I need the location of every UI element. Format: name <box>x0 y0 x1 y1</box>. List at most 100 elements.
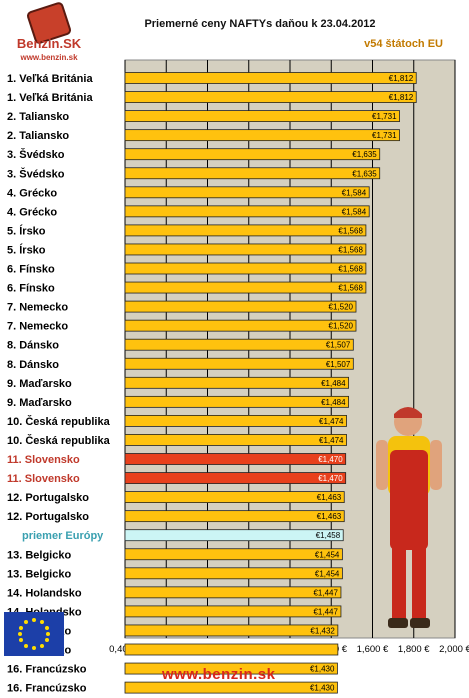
value-label: €1,568 <box>338 245 363 254</box>
category-label: 10. Česká republika <box>7 415 111 428</box>
bar <box>124 338 354 351</box>
value-label: €1,484 <box>321 379 346 388</box>
bar <box>124 319 357 332</box>
value-label: €1,474 <box>319 436 344 445</box>
bar <box>124 262 367 275</box>
category-label: 10. Česká republika <box>7 434 111 447</box>
chart-title: Priemerné ceny NAFTYs daňou k 23.04.2012 <box>144 18 376 30</box>
category-label: 5. Írsko <box>7 224 46 237</box>
category-label: 13. Belgicko <box>7 568 71 580</box>
value-label: €1,812 <box>389 74 414 83</box>
bar <box>124 453 347 465</box>
bar <box>124 643 339 656</box>
value-label: €1,568 <box>338 284 363 293</box>
category-label: 8. Dánsko <box>7 359 59 371</box>
category-label: 1. Veľká Británia <box>7 92 93 104</box>
category-label: 2. Taliansko <box>7 130 69 142</box>
bar <box>124 110 400 122</box>
value-label: €1,430 <box>310 665 335 674</box>
category-label: 8. Dánsko <box>7 340 59 352</box>
value-label: €1,731 <box>372 131 397 140</box>
category-label: 13. Belgicko <box>7 549 71 561</box>
category-label: 9. Maďarsko <box>7 397 72 409</box>
value-label: €1,432 <box>310 626 335 635</box>
bar <box>124 243 367 256</box>
value-label: €1,463 <box>317 493 342 502</box>
value-label: €1,454 <box>315 569 340 578</box>
bar <box>124 662 338 675</box>
x-tick-label: 1,600 € <box>357 644 389 655</box>
bar <box>124 548 343 561</box>
bar <box>124 414 347 427</box>
bar <box>124 300 357 313</box>
category-label: 16. Francúzsko <box>7 664 87 676</box>
category-label: 7. Nemecko <box>7 321 68 333</box>
category-label: 4. Grécko <box>7 187 57 199</box>
bar <box>124 395 349 408</box>
category-label: 11. Slovensko <box>7 454 80 466</box>
category-label: 5. Írsko <box>7 243 46 256</box>
value-label: €1,635 <box>352 169 377 178</box>
bar <box>124 586 342 599</box>
value-label: €1,430 <box>310 684 335 693</box>
value-label: €1,635 <box>352 150 377 159</box>
value-label: €1,731 <box>372 112 397 121</box>
value-label: €1,584 <box>342 207 367 216</box>
category-label: 1. Veľká Británia <box>7 73 93 85</box>
value-label: €1,484 <box>321 398 346 407</box>
bar <box>124 681 338 694</box>
logo-text: Benzin.SK <box>16 36 82 51</box>
category-label: 9. Maďarsko <box>7 378 72 390</box>
category-label: 4. Grécko <box>7 206 57 218</box>
logo-url: www.benzin.sk <box>20 53 78 62</box>
bar <box>124 205 370 218</box>
bar <box>124 605 342 618</box>
x-tick-label: 2,000 € <box>439 644 469 655</box>
bar <box>124 434 347 446</box>
category-label: 11. Slovensko <box>7 473 80 485</box>
value-label: €1,507 <box>326 360 351 369</box>
value-label: €1,507 <box>326 341 351 350</box>
category-label: 3. Švédsko <box>7 167 65 180</box>
bar <box>124 510 345 523</box>
value-label: €1,470 <box>318 455 343 464</box>
value-label: €1,458 <box>316 531 341 540</box>
category-label: 16. Francúzsko <box>7 683 87 695</box>
value-label: €1,474 <box>319 417 344 426</box>
bar <box>124 357 354 370</box>
value-label: €1,568 <box>338 265 363 274</box>
bar <box>124 281 367 294</box>
x-tick-label: 1,800 € <box>398 644 430 655</box>
bar <box>124 224 367 237</box>
bar <box>124 72 417 84</box>
bar <box>124 91 417 103</box>
bar <box>124 186 370 199</box>
category-label: 14. Holandsko <box>7 587 82 599</box>
bar <box>124 148 381 161</box>
value-label: €1,812 <box>389 93 414 102</box>
value-label: €1,454 <box>315 550 340 559</box>
bar <box>124 624 339 637</box>
category-label: 12. Portugalsko <box>7 492 89 504</box>
bar <box>124 491 345 504</box>
category-label: 6. Fínsko <box>7 283 55 295</box>
value-label: €1,520 <box>329 303 354 312</box>
category-label: 7. Nemecko <box>7 302 68 314</box>
benzin-logo: Benzin.SK www.benzin.sk <box>8 0 90 72</box>
value-label: €1,584 <box>342 188 367 197</box>
category-label: 12. Portugalsko <box>7 511 89 523</box>
eu-flag-icon <box>4 612 64 656</box>
bar <box>124 376 349 389</box>
bar <box>124 472 347 484</box>
mechanic-mascot-icon <box>376 407 442 628</box>
value-label: €1,447 <box>313 588 338 597</box>
category-label: 3. Švédsko <box>7 148 65 161</box>
footer-url: www.benzin.sk <box>162 666 276 683</box>
chart-subtitle: v54 štátoch EU <box>364 38 443 50</box>
bar <box>124 567 343 580</box>
value-label: €1,568 <box>338 226 363 235</box>
category-label: priemer Európy <box>22 530 104 542</box>
bar <box>124 129 400 142</box>
value-label: €1,470 <box>318 474 343 483</box>
